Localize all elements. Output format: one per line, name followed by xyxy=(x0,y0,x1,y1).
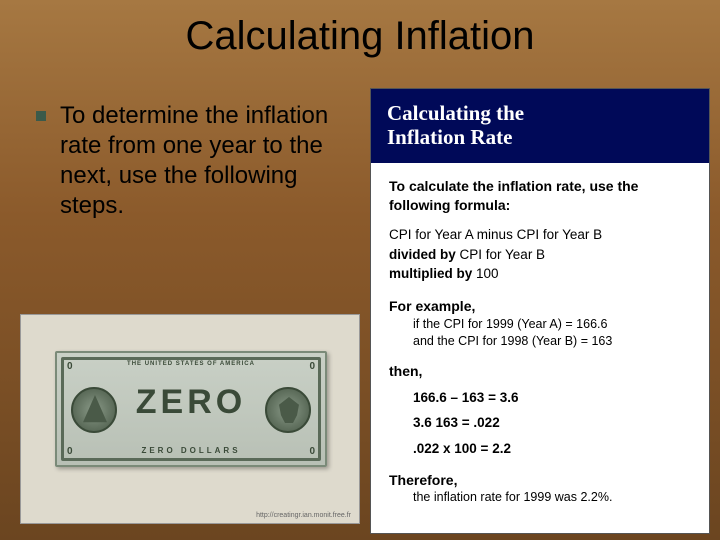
bill-footer-text: ZERO DOLLARS xyxy=(57,446,325,455)
calc-block: 166.6 – 163 = 3.6 3.6 163 = .022 .022 x … xyxy=(389,385,691,462)
left-column: To determine the inflation rate from one… xyxy=(8,67,348,221)
formula-line-2: divided by CPI for Year B xyxy=(389,245,691,265)
bill-corner-tl: 0 xyxy=(67,361,73,372)
formula-line-1: CPI for Year A minus CPI for Year B xyxy=(389,225,691,245)
example-block: if the CPI for 1999 (Year A) = 166.6 and… xyxy=(389,316,691,351)
bill-header-text: THE UNITED STATES OF AMERICA xyxy=(57,361,325,367)
formula-bold-2: divided by xyxy=(389,247,456,262)
formula-rest-3: 100 xyxy=(472,266,498,281)
photo-caption: http://creatingr.ian.monit.free.fr xyxy=(256,512,351,519)
formula-bold-3: multiplied by xyxy=(389,266,472,281)
therefore-text: the inflation rate for 1999 was 2.2%. xyxy=(389,490,691,504)
bill-corner-br: 0 xyxy=(309,446,315,457)
bullet-text: To determine the inflation rate from one… xyxy=(60,101,348,221)
bill-corner-tr: 0 xyxy=(309,361,315,372)
square-bullet-icon xyxy=(36,111,46,121)
slide-title: Calculating Inflation xyxy=(0,0,720,67)
bill-corner-bl: 0 xyxy=(67,446,73,457)
example-line-2: and the CPI for 1998 (Year B) = 163 xyxy=(413,333,691,351)
calc-line-2: 3.6 163 = .022 xyxy=(413,410,691,436)
formula-rest-2: CPI for Year B xyxy=(456,247,545,262)
therefore-label: Therefore, xyxy=(389,472,691,488)
calc-line-1: 166.6 – 163 = 3.6 xyxy=(413,385,691,411)
panel-header: Calculating the Inflation Rate xyxy=(371,89,709,163)
panel-formula: CPI for Year A minus CPI for Year B divi… xyxy=(389,225,691,284)
bullet-item: To determine the inflation rate from one… xyxy=(36,101,348,221)
panel-body: To calculate the inflation rate, use the… xyxy=(371,163,709,513)
then-label: then, xyxy=(389,363,691,379)
panel-lead: To calculate the inflation rate, use the… xyxy=(389,177,691,215)
bill-center-text: ZERO xyxy=(57,383,325,422)
zero-dollar-bill: THE UNITED STATES OF AMERICA ZERO ZERO D… xyxy=(55,351,327,467)
panel-header-line1: Calculating the xyxy=(387,101,524,125)
calc-line-3: .022 x 100 = 2.2 xyxy=(413,436,691,462)
example-label: For example, xyxy=(389,298,691,314)
example-line-1: if the CPI for 1999 (Year A) = 166.6 xyxy=(413,316,691,334)
panel-header-line2: Inflation Rate xyxy=(387,125,512,149)
formula-line-3: multiplied by 100 xyxy=(389,264,691,284)
formula-panel: Calculating the Inflation Rate To calcul… xyxy=(370,88,710,534)
dollar-photo: THE UNITED STATES OF AMERICA ZERO ZERO D… xyxy=(20,314,360,524)
